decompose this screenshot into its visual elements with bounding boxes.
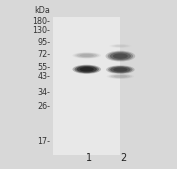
Text: 1: 1 xyxy=(86,153,92,163)
Ellipse shape xyxy=(113,53,128,59)
Text: 55-: 55- xyxy=(37,63,50,72)
Ellipse shape xyxy=(80,54,94,57)
Ellipse shape xyxy=(110,67,131,73)
Ellipse shape xyxy=(75,53,99,58)
Ellipse shape xyxy=(80,67,94,71)
Ellipse shape xyxy=(111,75,130,78)
Text: 2: 2 xyxy=(120,153,126,163)
Text: 72-: 72- xyxy=(37,50,50,59)
Ellipse shape xyxy=(105,51,135,62)
Bar xyxy=(53,17,120,155)
Ellipse shape xyxy=(77,53,97,58)
Ellipse shape xyxy=(112,45,128,47)
Text: kDa: kDa xyxy=(35,6,50,16)
Ellipse shape xyxy=(75,65,99,73)
Ellipse shape xyxy=(107,74,134,79)
Ellipse shape xyxy=(115,45,126,47)
Ellipse shape xyxy=(108,66,133,73)
Ellipse shape xyxy=(113,67,127,72)
Text: 180-: 180- xyxy=(33,17,50,27)
Text: 130-: 130- xyxy=(33,26,50,35)
Ellipse shape xyxy=(111,44,130,47)
Text: 34-: 34- xyxy=(38,88,50,97)
Ellipse shape xyxy=(73,65,101,74)
Ellipse shape xyxy=(109,74,132,79)
Ellipse shape xyxy=(110,52,131,60)
Text: 26-: 26- xyxy=(38,102,50,111)
Text: 43-: 43- xyxy=(38,72,50,81)
Text: 95-: 95- xyxy=(37,38,50,47)
Text: 17-: 17- xyxy=(38,137,50,146)
Ellipse shape xyxy=(106,65,135,74)
Ellipse shape xyxy=(77,66,97,73)
Ellipse shape xyxy=(108,52,133,61)
Ellipse shape xyxy=(109,44,132,48)
Ellipse shape xyxy=(73,52,101,58)
Ellipse shape xyxy=(114,75,127,78)
